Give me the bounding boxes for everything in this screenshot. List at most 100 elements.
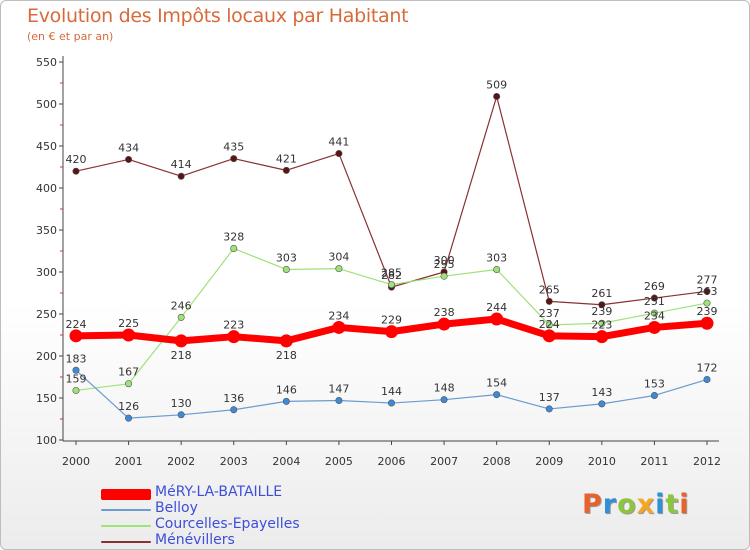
series-2-point-2007 xyxy=(440,272,448,280)
series-2-value-label-2005: 304 xyxy=(328,251,349,264)
x-tick-label-2006: 2006 xyxy=(378,455,406,468)
x-tick-label-2007: 2007 xyxy=(430,455,458,468)
series-1-value-label-2000: 183 xyxy=(66,352,87,365)
series-2-value-label-2000: 159 xyxy=(66,372,87,385)
series-0-point-2001 xyxy=(122,328,136,342)
series-3-point-2002 xyxy=(177,172,185,180)
series-1-value-label-2001: 126 xyxy=(118,400,139,413)
logo-letter: i xyxy=(655,489,666,520)
chart-subtitle: (en € et par an) xyxy=(27,30,114,43)
series-2-point-2000 xyxy=(72,386,80,394)
series-2-point-2001 xyxy=(125,380,133,388)
series-0-value-label-2008: 244 xyxy=(486,301,507,314)
y-tick-label-100: 100 xyxy=(36,434,57,447)
logo-letter: o xyxy=(617,489,637,520)
series-3-value-label-2003: 435 xyxy=(223,141,244,154)
series-2-value-label-2011: 251 xyxy=(644,295,665,308)
y-tick-label-150: 150 xyxy=(36,392,57,405)
logo-letter: i xyxy=(679,489,690,520)
series-2-value-label-2007: 295 xyxy=(434,258,455,271)
series-0-point-2002 xyxy=(174,334,188,348)
series-2-point-2011 xyxy=(650,309,658,317)
series-1-value-label-2006: 144 xyxy=(381,385,402,398)
series-3-value-label-2002: 414 xyxy=(171,158,192,171)
series-2-point-2012 xyxy=(703,299,711,307)
series-1-value-label-2012: 172 xyxy=(697,362,718,375)
series-2-value-label-2012: 263 xyxy=(697,285,718,298)
legend-swatch-0 xyxy=(101,488,151,500)
series-1-value-label-2002: 130 xyxy=(171,397,192,410)
series-0-value-label-2002: 218 xyxy=(171,349,192,362)
series-1-point-2004 xyxy=(282,397,290,405)
series-2-point-2006 xyxy=(387,281,395,289)
series-0-value-label-2001: 225 xyxy=(118,317,139,330)
x-tick-label-2010: 2010 xyxy=(588,455,616,468)
y-tick-label-200: 200 xyxy=(36,350,57,363)
series-1-point-2010 xyxy=(598,400,606,408)
series-2-value-label-2003: 328 xyxy=(223,230,244,243)
series-2-value-label-2006: 285 xyxy=(381,267,402,280)
series-2-value-label-2002: 246 xyxy=(171,299,192,312)
series-3-value-label-2011: 269 xyxy=(644,280,665,293)
series-0-value-label-2009: 224 xyxy=(539,318,560,331)
logo-letter: r xyxy=(602,489,618,520)
series-3-point-2012 xyxy=(703,287,711,295)
series-0-point-2000 xyxy=(69,329,83,343)
series-1-value-label-2011: 153 xyxy=(644,377,665,390)
series-3-value-label-2006: 282 xyxy=(381,269,402,282)
series-0-point-2012 xyxy=(700,316,714,330)
series-2-value-label-2009: 237 xyxy=(539,307,560,320)
y-tick-label-500: 500 xyxy=(36,98,57,111)
series-1-value-label-2009: 137 xyxy=(539,391,560,404)
series-3-point-2003 xyxy=(230,155,238,163)
series-0-point-2004 xyxy=(279,334,293,348)
series-0-point-2003 xyxy=(227,330,241,344)
y-tick-label-400: 400 xyxy=(36,182,57,195)
series-3-value-label-2008: 509 xyxy=(486,78,507,91)
series-3-point-2001 xyxy=(125,155,133,163)
series-2-value-label-2010: 239 xyxy=(591,305,612,318)
series-0-value-label-2003: 223 xyxy=(223,319,244,332)
y-tick-label-250: 250 xyxy=(36,308,57,321)
series-1-point-2011 xyxy=(650,391,658,399)
series-1-point-2000 xyxy=(72,366,80,374)
x-tick-label-2002: 2002 xyxy=(167,455,195,468)
series-1-value-label-2008: 154 xyxy=(486,377,507,390)
series-1-point-2009 xyxy=(545,405,553,413)
series-3-point-2010 xyxy=(598,301,606,309)
series-2-point-2010 xyxy=(598,319,606,327)
series-2-value-label-2001: 167 xyxy=(118,366,139,379)
series-3-point-2009 xyxy=(545,297,553,305)
series-0-value-label-2005: 234 xyxy=(328,309,349,322)
series-0-value-label-2011: 234 xyxy=(644,309,665,322)
legend-label-3: Ménévillers xyxy=(155,532,235,548)
series-1-point-2005 xyxy=(335,397,343,405)
series-1-value-label-2003: 136 xyxy=(223,392,244,405)
x-tick-label-2011: 2011 xyxy=(640,455,668,468)
series-0-point-2009 xyxy=(542,329,556,343)
series-3-point-2000 xyxy=(72,167,80,175)
x-tick-label-2008: 2008 xyxy=(483,455,511,468)
series-0-value-label-2004: 218 xyxy=(276,349,297,362)
legend-swatch-2 xyxy=(101,525,151,527)
series-1-value-label-2007: 148 xyxy=(434,382,455,395)
series-0-point-2005 xyxy=(332,320,346,334)
legend-swatch-3 xyxy=(101,541,151,543)
proxiti-logo: Proxiti xyxy=(582,489,690,520)
series-1-point-2006 xyxy=(387,399,395,407)
logo-letter: P xyxy=(582,489,603,520)
series-1-value-label-2004: 146 xyxy=(276,383,297,396)
series-2-point-2002 xyxy=(177,313,185,321)
x-tick-label-2003: 2003 xyxy=(220,455,248,468)
series-0-value-label-2012: 239 xyxy=(697,305,718,318)
series-0-value-label-2000: 224 xyxy=(66,318,87,331)
series-3-value-label-2010: 261 xyxy=(591,287,612,300)
series-2-point-2008 xyxy=(493,265,501,273)
legend-label-2: Courcelles-Epayelles xyxy=(155,516,300,532)
series-0-point-2010 xyxy=(595,330,609,344)
series-2-value-label-2004: 303 xyxy=(276,251,297,264)
chart-title: Evolution des Impôts locaux par Habitant xyxy=(27,5,409,27)
series-2-value-label-2008: 303 xyxy=(486,251,507,264)
y-tick-label-550: 550 xyxy=(36,56,57,69)
